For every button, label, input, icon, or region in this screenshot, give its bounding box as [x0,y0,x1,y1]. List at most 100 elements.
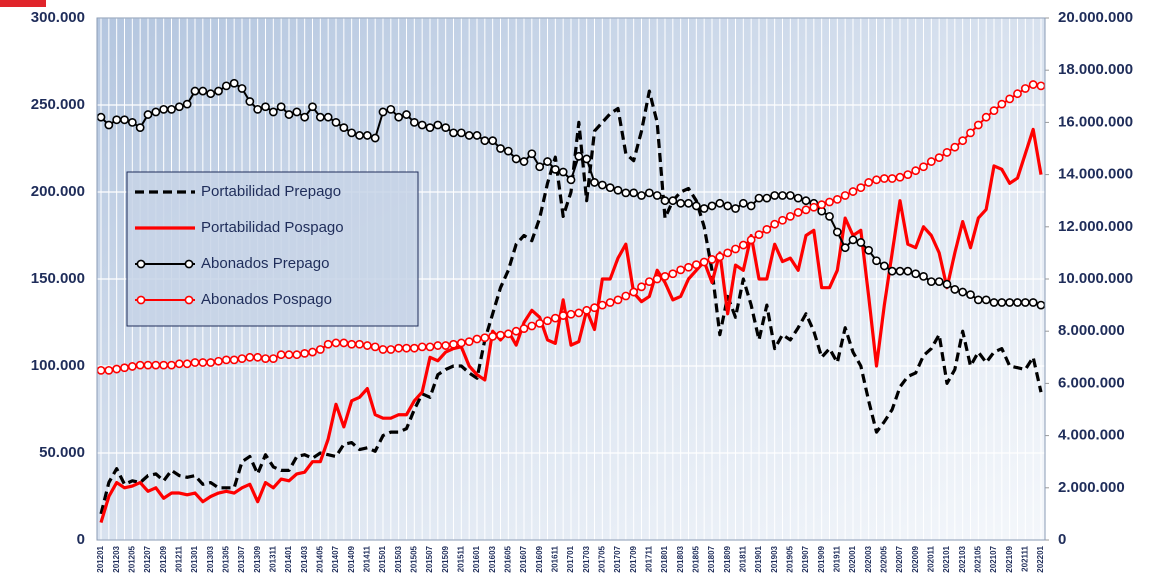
x-tick-label: 201203 [112,545,121,572]
series-marker [566,309,576,319]
series-marker [323,112,333,122]
series-marker [1036,300,1046,310]
series-marker [903,266,913,276]
series-marker [245,352,255,362]
series-marker [832,227,842,237]
x-tick-label: 201909 [817,545,826,572]
x-tick-label: 201403 [300,545,309,572]
x-tick-label: 201805 [691,545,700,572]
series-marker [621,188,631,198]
series-marker [684,198,693,208]
series-marker [832,194,842,204]
series-marker [182,359,192,369]
series-marker [394,112,404,122]
series-marker [112,364,122,374]
series-marker [950,142,960,152]
series-marker [151,360,161,370]
series-marker [754,193,764,203]
series-marker [135,360,145,370]
series-marker [629,287,639,297]
series-marker [229,78,239,88]
series-marker [637,191,646,200]
series-marker [715,198,725,208]
series-marker [433,120,443,130]
series-marker [950,285,960,294]
y-tick-label: 0 [77,531,85,548]
y-tick-label: 50.000 [39,444,85,461]
y-tick-label: 250.000 [31,96,85,113]
x-tick-label: 201903 [770,545,779,572]
series-marker [691,260,701,270]
series-marker [261,354,270,364]
x-tick-label: 201305 [221,545,230,572]
series-marker [221,81,231,91]
series-marker [323,339,333,349]
series-marker [856,183,866,193]
x-tick-label: 201503 [394,545,403,572]
series-marker [597,300,607,310]
series-marker [684,262,693,272]
series-marker [825,197,834,207]
legend-label: Abonados Pospago [201,291,332,308]
series-marker [409,118,419,127]
series-marker [355,131,364,140]
series-marker [1036,81,1046,91]
series-marker [1005,298,1015,307]
x-tick-label: 202107 [989,545,998,572]
y2-tick-label: 14.000.000 [1058,166,1133,183]
x-tick-label: 201401 [284,545,293,572]
x-tick-label: 201407 [331,545,340,572]
series-marker [762,225,772,234]
series-marker [472,131,482,140]
series-marker [926,277,936,287]
x-tick-label: 201703 [582,545,591,572]
x-tick-label: 201601 [472,545,481,572]
series-marker [973,295,983,305]
series-marker [503,329,513,339]
series-marker [206,358,216,367]
series-marker [190,358,200,367]
y2-tick-label: 8.000.000 [1058,322,1125,339]
series-marker [660,271,670,281]
series-marker [660,196,670,206]
series-marker [613,295,623,305]
series-marker [919,271,928,281]
series-marker [402,110,411,119]
series-marker [378,107,388,117]
x-tick-label: 201811 [738,545,747,572]
y2-tick-label: 0 [1058,531,1066,548]
series-marker [535,318,545,328]
series-marker [276,350,286,360]
x-tick-label: 201803 [676,545,685,572]
y2-tick-label: 12.000.000 [1058,218,1133,235]
series-marker [276,102,286,112]
series-marker [417,342,427,352]
series-marker [127,118,137,127]
series-marker [425,342,435,352]
series-marker [339,338,349,348]
series-marker [237,354,247,364]
series-marker [785,211,795,221]
series-marker [840,243,850,253]
series-marker [480,333,490,343]
x-tick-label: 202001 [848,545,857,572]
series-marker [441,123,451,133]
series-marker [738,240,748,250]
series-marker [472,334,482,344]
legend-marker [136,259,146,269]
series-marker [738,198,748,208]
series-marker [441,341,451,350]
series-marker [668,196,678,206]
y2-tick-label: 4.000.000 [1058,427,1125,444]
series-marker [104,120,114,130]
series-marker [1028,298,1038,307]
series-marker [872,256,881,266]
series-marker [1020,84,1030,93]
series-marker [872,175,881,185]
series-marker [174,359,184,369]
series-marker [652,191,662,200]
x-tick-label: 202105 [973,545,982,572]
series-marker [699,257,709,267]
x-tick-label: 201701 [566,545,575,572]
series-marker [629,188,639,198]
